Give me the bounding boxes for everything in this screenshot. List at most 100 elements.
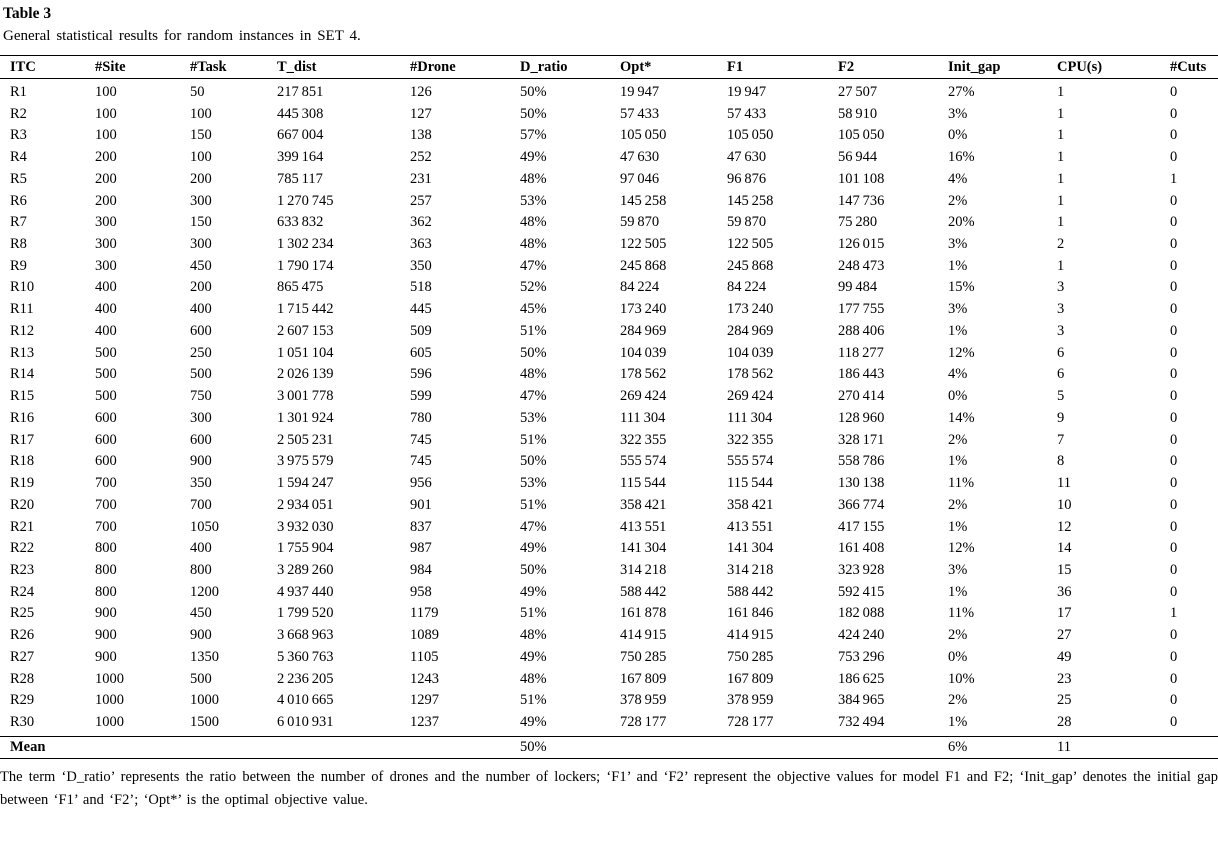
table-cell: 284 969	[620, 322, 667, 339]
table-cell: 49%	[520, 648, 547, 665]
table-cell: 0	[1170, 540, 1178, 557]
table-row: R25 900 450 1 799 520 1179 51% 161 878 161 846 1…	[0, 603, 1218, 625]
table-cell: R11	[10, 301, 34, 318]
table-row: R29 1000 1000 4 010 665 1297 51% 378 959 378 95…	[0, 690, 1218, 712]
table-cell: 47%	[520, 388, 547, 405]
table-cell: R4	[10, 149, 27, 166]
table-cell: 1 715 442	[277, 301, 334, 318]
table-cell: 105 050	[620, 127, 667, 144]
table-row: R17 600 600 2 505 231 745 51% 322 355 322 355 32…	[0, 429, 1218, 451]
table-cell: 600	[190, 322, 212, 339]
table-cell: 150	[190, 127, 212, 144]
table-cell: 167 809	[620, 670, 667, 687]
table-cell: 99 484	[838, 279, 878, 296]
table-cell: 509	[410, 322, 432, 339]
table-cell: 300	[95, 257, 117, 274]
table-cell: 400	[190, 301, 212, 318]
table-cell: 51%	[520, 496, 547, 513]
table-cell: 122 505	[727, 236, 774, 252]
table-cell: 300	[190, 236, 212, 252]
table-cell: 49%	[520, 714, 547, 731]
table-cell: 36	[1057, 583, 1072, 600]
table-cell: 424 240	[838, 627, 885, 644]
table-cell: 0	[1170, 518, 1178, 535]
table-cell: 1%	[948, 453, 968, 470]
table-cell: R18	[10, 453, 35, 470]
table-cell: 0	[1170, 453, 1178, 470]
table-cell: 400	[95, 322, 117, 339]
table-cell: 0%	[948, 127, 968, 144]
summary-cell	[410, 735, 520, 760]
table-caption: General statistical results for random i…	[3, 28, 361, 45]
table-cell: 900	[190, 453, 212, 470]
table-cell: 53%	[520, 192, 547, 209]
table-row: R13 500 250 1 051 104 605 50% 104 039 104 039 11…	[0, 342, 1218, 364]
table-cell: 186 443	[838, 366, 885, 383]
table-row: R19 700 350 1 594 247 956 53% 115 544 115 544 13…	[0, 472, 1218, 494]
table-cell: 217 851	[277, 83, 324, 100]
table-cell: 984	[410, 562, 432, 579]
table-cell: 8	[1057, 453, 1065, 470]
table-row: R26 900 900 3 668 963 1089 48% 414 915 414 915 4…	[0, 625, 1218, 647]
table-cell: 52%	[520, 279, 547, 296]
table-cell: 1050	[190, 518, 219, 535]
table-cell: 1	[1057, 149, 1065, 166]
table-cell: 100	[190, 105, 212, 122]
table-cell: 50%	[520, 562, 547, 579]
table-cell: 0	[1170, 627, 1178, 644]
table-cell: 0	[1170, 583, 1178, 600]
table-cell: 50%	[520, 105, 547, 122]
table-cell: 1	[1170, 605, 1178, 622]
table-cell: 300	[190, 192, 212, 209]
table-cell: 4%	[948, 366, 968, 383]
table-cell: 105 050	[727, 127, 774, 144]
table-cell: 27%	[948, 83, 975, 100]
summary-cell	[190, 735, 277, 760]
column-header: Init_gap	[948, 55, 1057, 79]
summary-cell	[277, 735, 410, 760]
table-cell: 50	[190, 83, 205, 100]
table-cell: 45%	[520, 301, 547, 318]
table-cell: 1500	[190, 714, 219, 731]
table-cell: 51%	[520, 322, 547, 339]
table-cell: 141 304	[620, 540, 667, 557]
table-cell: 17	[1057, 605, 1072, 622]
table-cell: 700	[190, 496, 212, 513]
table-cell: 1 302 234	[277, 236, 334, 252]
table-cell: 4 937 440	[277, 583, 334, 600]
table-cell: 96 876	[727, 170, 767, 187]
table-cell: 200	[95, 170, 117, 187]
table-row: R10 400 200 865 475 518 52% 84 224 84 224 99 484…	[0, 277, 1218, 299]
table-cell: 0	[1170, 149, 1178, 166]
table-cell: 300	[95, 214, 117, 231]
table-cell: 399 164	[277, 149, 324, 166]
table-cell: 667 004	[277, 127, 324, 144]
table-cell: 300	[95, 236, 117, 252]
table-cell: 400	[95, 279, 117, 296]
table-row: R20 700 700 2 934 051 901 51% 358 421 358 421 36…	[0, 494, 1218, 516]
table-cell: 350	[190, 475, 212, 492]
table-cell: 84 224	[620, 279, 660, 296]
table-cell: 57%	[520, 127, 547, 144]
table-cell: 3	[1057, 322, 1065, 339]
table-row: R16 600 300 1 301 924 780 53% 111 304 111 304 12…	[0, 407, 1218, 429]
table-cell: R20	[10, 496, 35, 513]
table-cell: R22	[10, 540, 35, 557]
table-cell: 49	[1057, 648, 1072, 665]
table-cell: 182 088	[838, 605, 885, 622]
table-cell: R6	[10, 192, 27, 209]
table-cell: 115 544	[620, 475, 666, 492]
table-cell: 1%	[948, 518, 968, 535]
table-cell: 6 010 931	[277, 714, 334, 731]
table-cell: 12%	[948, 540, 975, 557]
table-cell: 358 421	[727, 496, 774, 513]
table-cell: 3	[1057, 279, 1065, 296]
table-cell: 700	[95, 496, 117, 513]
table-cell: 14%	[948, 409, 975, 426]
table-cell: 130 138	[838, 475, 885, 492]
table-cell: 186 625	[838, 670, 885, 687]
table-cell: 1 755 904	[277, 540, 334, 557]
table-cell: 0	[1170, 496, 1178, 513]
table-cell: R29	[10, 692, 35, 709]
table-cell: 1	[1057, 170, 1065, 187]
